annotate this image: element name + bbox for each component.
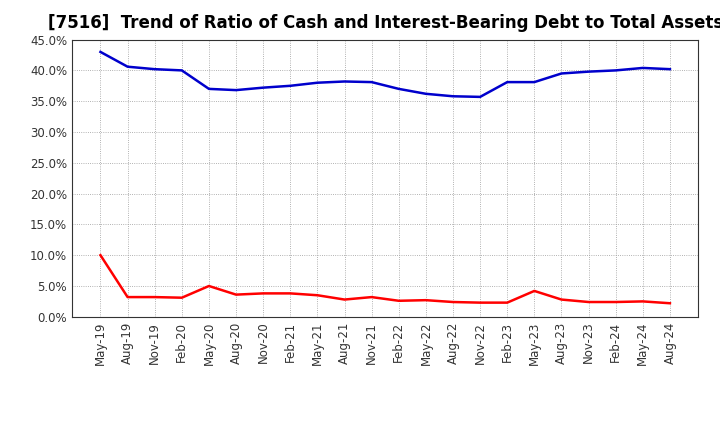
Interest-Bearing Debt: [150, 66, 159, 72]
Cash: [395, 298, 403, 304]
Cash: [665, 301, 674, 306]
Cash: [557, 297, 566, 302]
Cash: [123, 294, 132, 300]
Cash: [449, 299, 457, 304]
Interest-Bearing Debt: [178, 68, 186, 73]
Interest-Bearing Debt: [367, 80, 376, 85]
Interest-Bearing Debt: [204, 86, 213, 92]
Cash: [259, 291, 268, 296]
Cash: [150, 294, 159, 300]
Interest-Bearing Debt: [259, 85, 268, 90]
Cash: [367, 294, 376, 300]
Title: [7516]  Trend of Ratio of Cash and Interest-Bearing Debt to Total Assets: [7516] Trend of Ratio of Cash and Intere…: [48, 15, 720, 33]
Interest-Bearing Debt: [421, 91, 430, 96]
Interest-Bearing Debt: [557, 71, 566, 76]
Cash: [286, 291, 294, 296]
Interest-Bearing Debt: [530, 80, 539, 85]
Cash: [476, 300, 485, 305]
Cash: [232, 292, 240, 297]
Line: Cash: Cash: [101, 255, 670, 303]
Cash: [421, 297, 430, 303]
Interest-Bearing Debt: [584, 69, 593, 74]
Cash: [178, 295, 186, 301]
Cash: [611, 299, 620, 304]
Interest-Bearing Debt: [476, 94, 485, 99]
Interest-Bearing Debt: [639, 65, 647, 70]
Interest-Bearing Debt: [96, 49, 105, 55]
Cash: [341, 297, 349, 302]
Interest-Bearing Debt: [341, 79, 349, 84]
Interest-Bearing Debt: [503, 80, 511, 85]
Cash: [584, 299, 593, 304]
Interest-Bearing Debt: [449, 94, 457, 99]
Cash: [96, 253, 105, 258]
Cash: [503, 300, 511, 305]
Interest-Bearing Debt: [123, 64, 132, 70]
Interest-Bearing Debt: [611, 68, 620, 73]
Interest-Bearing Debt: [313, 80, 322, 85]
Interest-Bearing Debt: [286, 83, 294, 88]
Cash: [204, 283, 213, 289]
Cash: [530, 288, 539, 293]
Cash: [639, 299, 647, 304]
Interest-Bearing Debt: [232, 88, 240, 93]
Interest-Bearing Debt: [395, 86, 403, 92]
Line: Interest-Bearing Debt: Interest-Bearing Debt: [101, 52, 670, 97]
Cash: [313, 293, 322, 298]
Interest-Bearing Debt: [665, 66, 674, 72]
